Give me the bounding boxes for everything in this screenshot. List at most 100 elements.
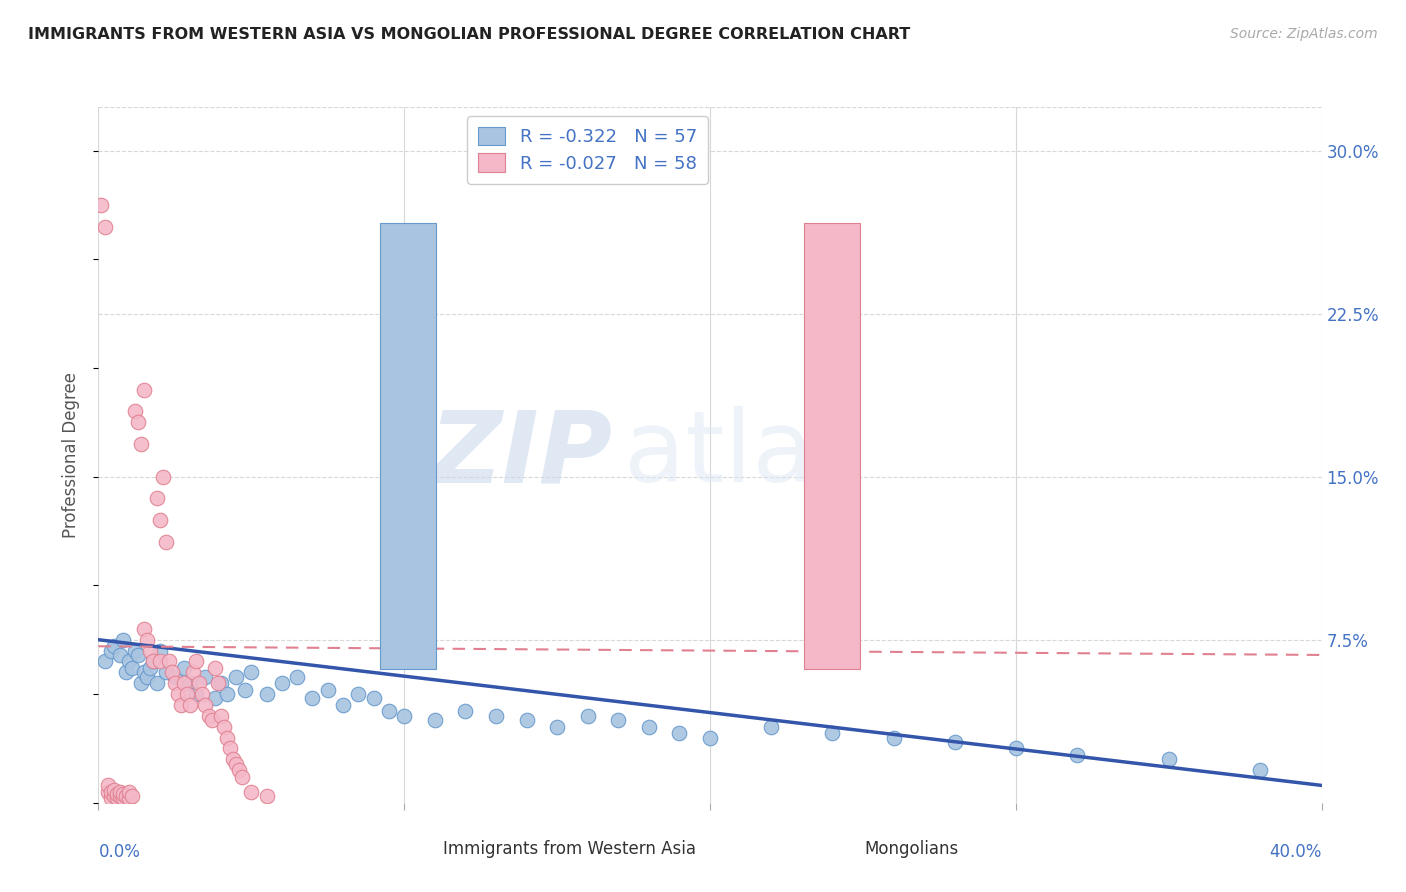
Point [668, 726, 690, 740]
Point [173, 661, 195, 675]
Point [186, 655, 208, 669]
Point [103, 639, 125, 653]
Point [423, 713, 446, 727]
Point [134, 383, 156, 397]
Point [97, 785, 120, 799]
Point [134, 622, 156, 636]
Point [256, 687, 278, 701]
Point [173, 676, 195, 690]
Point [155, 535, 177, 549]
Point [124, 404, 146, 418]
Point [136, 670, 159, 684]
Point [118, 655, 141, 669]
Point [194, 698, 217, 712]
Point [219, 741, 242, 756]
Point [103, 789, 125, 804]
Point [152, 469, 174, 483]
Text: Source: ZipAtlas.com: Source: ZipAtlas.com [1230, 27, 1378, 41]
Point [240, 665, 263, 680]
Point [194, 670, 217, 684]
Point [188, 676, 211, 690]
Point [378, 705, 401, 719]
Point [167, 687, 190, 701]
Point [759, 720, 782, 734]
Point [316, 682, 339, 697]
Text: 0.0%: 0.0% [98, 843, 141, 861]
Point [157, 655, 180, 669]
Text: atlas: atlas [624, 407, 866, 503]
Point [240, 785, 263, 799]
Point [222, 752, 245, 766]
Point [392, 708, 416, 723]
Point [179, 698, 201, 712]
Point [204, 691, 226, 706]
Point [546, 720, 568, 734]
Point [139, 661, 162, 675]
Point [363, 691, 385, 706]
Point [204, 661, 226, 675]
Point [127, 648, 149, 662]
Point [179, 676, 201, 690]
Point [516, 713, 538, 727]
Point [105, 791, 128, 805]
Point [115, 789, 138, 804]
Point [485, 708, 508, 723]
Point [155, 665, 177, 680]
Point [108, 785, 131, 799]
Point [108, 648, 131, 662]
Point [1249, 763, 1271, 777]
Point [90, 198, 112, 212]
Point [233, 682, 256, 697]
Point [197, 708, 219, 723]
Point [270, 676, 292, 690]
Point [883, 731, 905, 745]
Point [163, 670, 186, 684]
Point [454, 705, 477, 719]
Point [332, 698, 354, 712]
Point [209, 676, 232, 690]
Point [943, 735, 966, 749]
Point [215, 687, 238, 701]
Point [97, 778, 120, 792]
Point [163, 676, 186, 690]
Point [209, 708, 232, 723]
Point [637, 720, 661, 734]
Point [115, 665, 138, 680]
Point [100, 643, 122, 657]
Point [145, 491, 167, 506]
Point [699, 731, 721, 745]
Point [142, 655, 165, 669]
Point [93, 219, 115, 234]
Point [124, 643, 146, 657]
Point [200, 713, 222, 727]
Point [105, 787, 128, 801]
Point [215, 731, 238, 745]
Point [212, 720, 235, 734]
Point [347, 687, 370, 701]
Point [301, 691, 323, 706]
Point [1004, 741, 1026, 756]
Text: ZIP: ZIP [429, 407, 612, 503]
Point [176, 687, 198, 701]
Point [129, 676, 152, 690]
Text: 40.0%: 40.0% [1270, 843, 1322, 861]
Point [181, 665, 204, 680]
Point [129, 437, 152, 451]
Point [1157, 752, 1180, 766]
Point [256, 789, 278, 804]
Point [821, 726, 844, 740]
Point [285, 670, 308, 684]
Point [93, 655, 115, 669]
Point [100, 785, 122, 799]
Text: IMMIGRANTS FROM WESTERN ASIA VS MONGOLIAN PROFESSIONAL DEGREE CORRELATION CHART: IMMIGRANTS FROM WESTERN ASIA VS MONGOLIA… [28, 27, 910, 42]
Point [160, 665, 183, 680]
Point [121, 789, 143, 804]
Point [100, 791, 122, 805]
Point [111, 632, 134, 647]
Point [207, 676, 229, 690]
Point [136, 632, 159, 647]
Point [607, 713, 630, 727]
Point [225, 756, 247, 771]
Text: Mongolians: Mongolians [865, 840, 959, 858]
Legend: R = -0.322   N = 57, R = -0.027   N = 58: R = -0.322 N = 57, R = -0.027 N = 58 [467, 116, 709, 184]
